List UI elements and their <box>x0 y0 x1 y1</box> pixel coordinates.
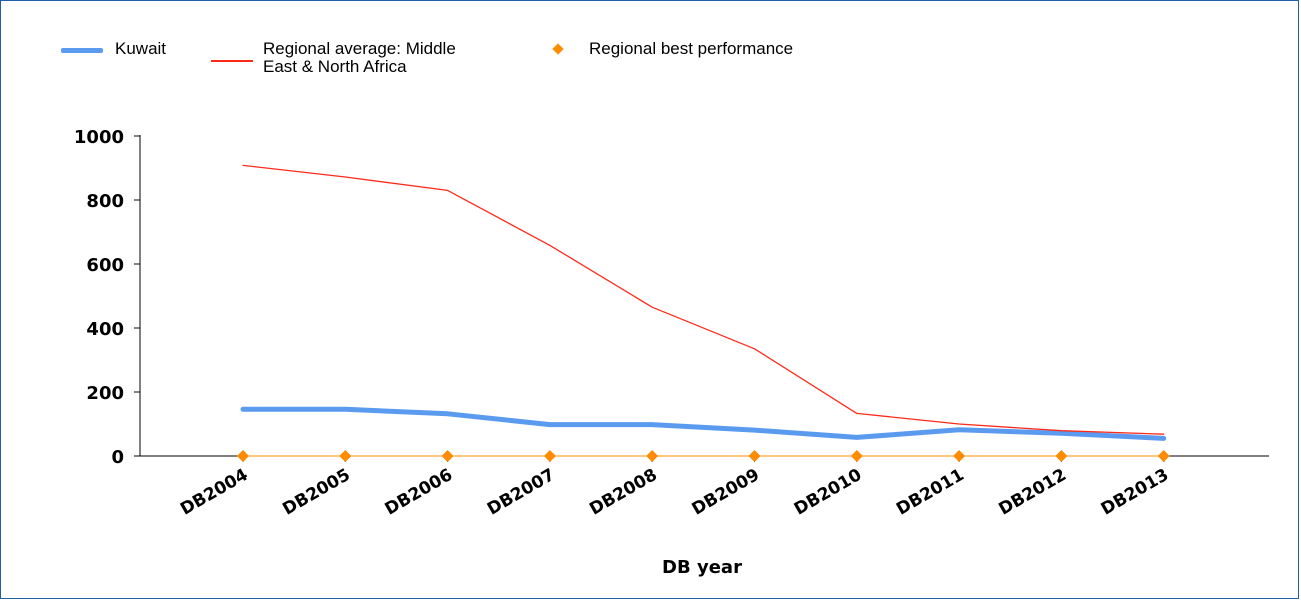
series-line-kuwait <box>240 406 1167 441</box>
series-line-regional-average <box>242 164 1165 435</box>
y-tick-label: 200 <box>86 383 124 404</box>
regional-best-marker <box>850 450 863 462</box>
regional-best-marker <box>237 450 249 462</box>
legend-label-regional-average-line1: Regional average: Middle <box>263 39 456 58</box>
x-tick-label: DB2012 <box>995 465 1069 520</box>
x-tick-label: DB2004 <box>177 465 252 520</box>
y-tick-label: 400 <box>86 319 124 340</box>
legend-label-regional-best: Regional best performance <box>589 39 794 58</box>
y-tick-label: 1000 <box>74 127 124 148</box>
x-tick-label: DB2013 <box>1098 465 1172 520</box>
x-axis-ticks: DB2004 DB2005 DB2006 DB2007 DB2008 DB2009 DB20… <box>177 456 1172 520</box>
legend-label-kuwait: Kuwait <box>115 39 167 58</box>
regional-best-marker <box>543 450 556 462</box>
y-tick-label: 800 <box>86 191 124 212</box>
x-tick-label: DB2011 <box>893 465 967 520</box>
regional-best-marker <box>748 450 761 462</box>
legend-swatch-regional-average <box>211 60 253 62</box>
chart-series <box>237 164 1170 462</box>
y-tick-label: 600 <box>86 255 124 276</box>
legend-swatch-kuwait <box>61 48 103 53</box>
y-tick-label: 0 <box>111 447 124 468</box>
regional-best-marker <box>339 450 352 462</box>
x-tick-label: DB2007 <box>484 465 558 520</box>
regional-best-marker <box>646 450 659 462</box>
x-tick-label: DB2010 <box>791 465 866 520</box>
x-tick-label: DB2005 <box>279 465 353 520</box>
regional-best-marker <box>441 450 454 462</box>
regional-best-marker <box>1055 450 1068 462</box>
y-axis-ticks: 0 200 400 600 800 1000 <box>74 127 140 468</box>
regional-best-marker <box>1157 450 1170 462</box>
x-tick-label: DB2008 <box>586 465 660 520</box>
x-axis-title: DB year <box>662 557 742 578</box>
x-tick-label: DB2009 <box>689 465 763 520</box>
regional-best-marker <box>953 450 966 462</box>
legend-label-regional-average-line2: East & North Africa <box>263 57 407 76</box>
x-tick-label: DB2006 <box>382 465 456 520</box>
